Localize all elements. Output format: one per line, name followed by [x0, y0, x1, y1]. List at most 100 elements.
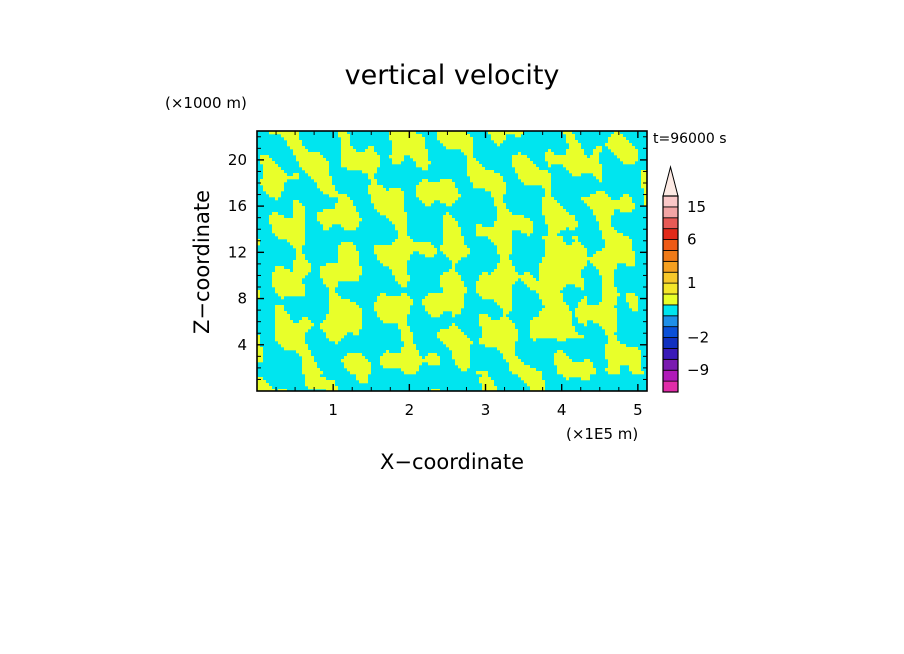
positive-velocity-cell: [374, 308, 410, 312]
positive-velocity-cell: [443, 233, 461, 237]
positive-velocity-cell: [278, 293, 305, 297]
positive-velocity-cell: [422, 299, 464, 303]
positive-velocity-cell: [569, 143, 581, 147]
positive-velocity-cell: [446, 212, 449, 216]
positive-velocity-cell: [290, 242, 305, 246]
positive-velocity-cell: [329, 299, 350, 303]
positive-velocity-cell: [302, 362, 317, 366]
positive-velocity-cell: [401, 284, 407, 288]
positive-velocity-cell: [323, 278, 359, 282]
positive-velocity-cell: [374, 305, 410, 309]
positive-velocity-cell: [305, 377, 326, 381]
positive-velocity-cell: [440, 179, 452, 183]
positive-velocity-cell: [605, 356, 641, 360]
positive-velocity-cell: [479, 338, 518, 342]
colorbar-segment: [662, 369, 679, 382]
positive-velocity-cell: [608, 137, 626, 141]
positive-velocity-cell: [602, 299, 617, 303]
positive-velocity-cell: [311, 176, 332, 180]
colorbar-segment: [662, 271, 679, 284]
positive-velocity-cell: [257, 356, 263, 360]
positive-velocity-cell: [545, 248, 587, 252]
positive-velocity-cell: [509, 368, 536, 372]
positive-velocity-cell: [539, 272, 581, 276]
positive-velocity-cell: [563, 131, 572, 135]
positive-velocity-cell: [626, 299, 638, 303]
positive-velocity-cell: [449, 269, 455, 273]
positive-velocity-cell: [395, 239, 413, 243]
positive-velocity-cell: [263, 173, 287, 177]
positive-velocity-cell: [461, 149, 473, 153]
positive-velocity-cell: [341, 143, 350, 147]
positive-velocity-cell: [602, 278, 614, 282]
positive-velocity-cell: [482, 329, 518, 333]
positive-velocity-cell: [479, 377, 491, 381]
positive-velocity-cell: [494, 224, 533, 228]
x-tick-label: 3: [481, 401, 491, 419]
x-unit-label: (×1E5 m): [566, 425, 638, 443]
positive-velocity-cell: [602, 290, 617, 294]
positive-velocity-cell: [257, 290, 260, 294]
positive-velocity-cell: [266, 191, 281, 195]
positive-velocity-cell: [395, 224, 407, 228]
positive-velocity-cell: [554, 362, 593, 366]
positive-velocity-cell: [581, 287, 584, 291]
positive-velocity-cell: [341, 161, 380, 165]
positive-velocity-cell: [602, 281, 614, 285]
positive-velocity-cell: [473, 182, 506, 186]
positive-velocity-cell: [302, 359, 314, 363]
positive-velocity-cell: [452, 356, 470, 360]
positive-velocity-cell: [539, 311, 572, 315]
positive-velocity-cell: [437, 335, 467, 339]
positive-velocity-cell: [590, 206, 635, 210]
positive-velocity-cell: [548, 149, 551, 153]
positive-velocity-cell: [467, 158, 476, 162]
positive-velocity-cell: [497, 263, 512, 267]
positive-velocity-cell: [476, 287, 512, 291]
positive-velocity-cell: [539, 296, 563, 300]
positive-velocity-cell: [440, 278, 461, 282]
positive-velocity-cell: [542, 299, 563, 303]
positive-velocity-cell: [341, 224, 359, 228]
positive-velocity-cell: [428, 311, 443, 315]
positive-velocity-cell: [554, 353, 566, 357]
colorbar-segment: [662, 250, 679, 262]
positive-velocity-cell: [305, 170, 329, 174]
positive-velocity-cell: [497, 218, 530, 222]
positive-velocity-cell: [440, 329, 461, 333]
positive-velocity-cell: [380, 212, 407, 216]
positive-velocity-cell: [605, 242, 632, 246]
positive-velocity-cell: [293, 266, 311, 270]
positive-velocity-cell: [545, 245, 584, 249]
positive-velocity-cell: [263, 188, 284, 192]
positive-velocity-cell: [374, 206, 404, 210]
colorbar-segment: [662, 282, 679, 295]
positive-velocity-cell: [608, 359, 641, 363]
positive-velocity-cell: [473, 185, 506, 189]
positive-velocity-cell: [599, 221, 611, 225]
positive-velocity-cell: [482, 326, 515, 330]
positive-velocity-cell: [545, 221, 578, 225]
positive-velocity-cell: [605, 344, 626, 348]
positive-velocity-cell: [344, 362, 371, 366]
positive-velocity-cell: [272, 284, 305, 288]
positive-velocity-cell: [308, 173, 329, 177]
positive-velocity-cell: [272, 281, 302, 285]
positive-velocity-cell: [476, 284, 512, 288]
positive-velocity-cell: [530, 326, 575, 330]
velocity-field-contours: [257, 131, 647, 391]
positive-velocity-cell: [368, 173, 374, 177]
positive-velocity-cell: [257, 344, 260, 348]
positive-velocity-cell: [539, 266, 584, 270]
positive-velocity-cell: [578, 302, 587, 306]
positive-velocity-cell: [338, 131, 347, 135]
positive-velocity-cell: [284, 137, 299, 141]
positive-velocity-cell: [293, 203, 302, 207]
positive-velocity-cell: [428, 353, 437, 357]
positive-velocity-cell: [608, 335, 617, 339]
positive-velocity-cell: [542, 197, 554, 201]
positive-velocity-cell: [269, 221, 305, 225]
positive-velocity-cell: [419, 197, 458, 201]
positive-velocity-cell: [440, 140, 473, 144]
